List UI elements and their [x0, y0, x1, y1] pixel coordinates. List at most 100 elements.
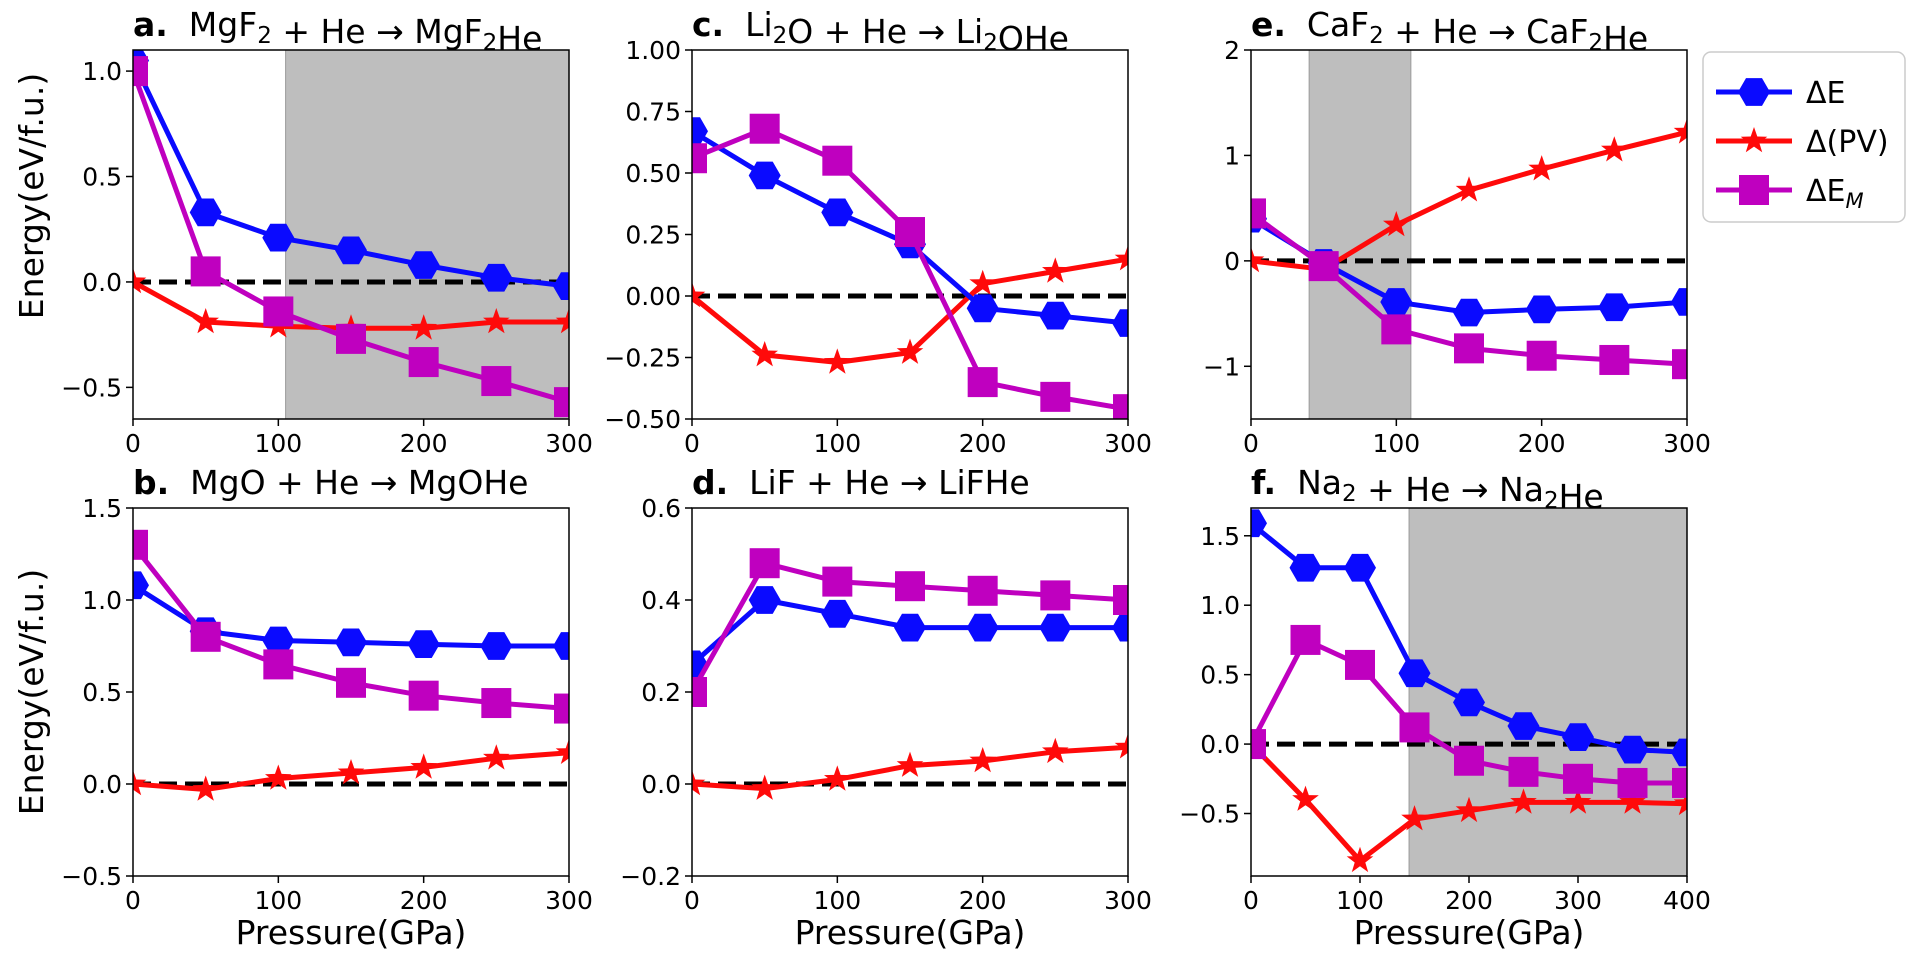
legend: ΔE Δ(PV) ΔEM: [1702, 51, 1906, 223]
title-segment: Li: [745, 5, 773, 44]
data-point-dE: [407, 251, 440, 279]
shaded-region: [1308, 49, 1412, 420]
x-axis-label-right: Pressure(GPa): [1354, 913, 1585, 952]
data-point-dE: [335, 628, 367, 657]
legend-label: ΔE: [1806, 76, 1845, 111]
data-point-dE: [821, 599, 854, 628]
x-tick-label: 0: [1243, 886, 1259, 915]
x-tick-label: 100: [813, 886, 861, 915]
data-point-dPV: [751, 341, 778, 367]
y-tick-label: −0.5: [1179, 800, 1240, 829]
panel-letter: d.: [692, 463, 728, 502]
y-tick-label: −0.5: [61, 862, 122, 891]
subscript: 2: [1369, 23, 1384, 49]
data-point-dEM: [1399, 712, 1430, 743]
data-point-dPV: [1251, 246, 1265, 273]
x-tick-label: 0: [684, 429, 700, 458]
y-tick-label: 0.5: [82, 678, 122, 707]
subscript: 2: [483, 30, 498, 56]
data-point-dE: [966, 294, 999, 323]
y-axis-label-bottom: Energy(eV/f.u.): [12, 569, 51, 815]
x-tick-label: 200: [959, 886, 1007, 915]
data-point-dEM: [1040, 381, 1071, 412]
y-tick-label: −0.5: [61, 373, 122, 402]
panel-title: d. LiF + He → LiFHe: [692, 463, 1030, 502]
panel-a: 0 100 200 300−0.50.00.51.0a. MgF2 + He → Mg…: [61, 5, 593, 458]
data-point-dEM: [1599, 344, 1630, 375]
x-tick-label: 100: [1372, 429, 1420, 458]
legend-label-sub: M: [1845, 189, 1863, 213]
data-point-dE: [553, 272, 569, 300]
data-point-dEM: [408, 347, 439, 378]
data-point-dEM: [692, 143, 707, 174]
y-tick-label: 1.0: [1200, 591, 1240, 620]
data-point-dPV: [751, 774, 778, 800]
x-tick-label: 300: [1104, 886, 1152, 915]
y-tick-label: 0: [1224, 247, 1240, 276]
data-point-dPV: [896, 338, 924, 364]
data-point-dPV: [1619, 788, 1646, 814]
data-point-dPV: [410, 753, 437, 779]
x-tick-label: 300: [1104, 429, 1152, 458]
plot-area: [1251, 509, 1687, 873]
data-point-dPV: [265, 764, 292, 790]
y-tick-label: 2: [1224, 36, 1240, 65]
x-axis-label-left: Pressure(GPa): [236, 913, 467, 952]
x-tick-label: 100: [254, 886, 302, 915]
data-point-dEM: [336, 323, 366, 354]
y-tick-label: −0.25: [604, 344, 681, 373]
data-point-dPV: [192, 308, 219, 334]
plot-frame: [1250, 49, 1688, 420]
data-point-dPV: [133, 267, 147, 294]
data-point-dE: [1616, 735, 1649, 764]
panel-letter: a.: [133, 5, 168, 44]
y-tick-label: 0.0: [641, 770, 681, 799]
panel-c: 0 100 200 300 −0.50 −0.25 0.00 0.25 0.50 0.75 1.00…: [604, 5, 1151, 458]
data-point-dEM: [749, 113, 780, 144]
title-segment: MgO + He → MgOHe: [190, 463, 528, 502]
data-point-dE: [1289, 553, 1322, 582]
data-point-dPV: [692, 770, 706, 796]
data-point-dE: [748, 586, 781, 614]
panel-title: b. MgO + He → MgOHe: [133, 463, 528, 502]
subscript: 2: [257, 23, 272, 49]
panels: 0 100 200 300−0.50.00.51.0a. MgF2 + He → Mg…: [61, 5, 1711, 915]
data-point-dEM: [1113, 394, 1128, 419]
panel-f: 0 100 200 300 400−0.50.00.51.01.5f. Na2 + He…: [1179, 463, 1711, 915]
y-tick-label: 0.4: [641, 586, 681, 615]
legend-item-dPV: Δ(PV): [1716, 125, 1889, 160]
data-point-dPV: [555, 738, 569, 764]
data-point-dPV: [1601, 136, 1628, 162]
data-point-dE: [821, 198, 854, 227]
data-point-dE: [1562, 723, 1594, 751]
data-point-dE: [1344, 553, 1376, 582]
panel-title-gap: [1286, 5, 1307, 44]
y-tick-label: 0.0: [82, 268, 122, 297]
data-point-dE: [692, 117, 708, 145]
data-point-dE: [1398, 659, 1431, 688]
data-point-dPV: [1528, 155, 1555, 181]
legend-item-dEM: ΔEM: [1716, 174, 1864, 213]
panel-title: f. Na2 + He → Na2He: [1251, 463, 1604, 516]
plot-area: [133, 529, 569, 801]
data-point-dEM: [895, 571, 925, 602]
data-point-dEM: [263, 649, 294, 680]
data-point-dPV: [1114, 245, 1128, 271]
y-axis-labels: Energy(eV/f.u.) Energy(eV/f.u.): [12, 73, 51, 815]
data-point-dE: [335, 236, 367, 265]
data-point-dPV: [1114, 733, 1128, 759]
data-point-dPV: [824, 348, 851, 374]
plot-area: [692, 548, 1128, 800]
panel-title-gap: [169, 463, 190, 502]
data-point-dPV: [1042, 737, 1069, 764]
data-point-dE: [1112, 309, 1128, 337]
x-tick-label: 400: [1663, 886, 1711, 915]
data-point-dEM: [1290, 624, 1321, 655]
data-point-dEM: [133, 56, 148, 87]
y-tick-label: 1.00: [625, 36, 681, 65]
data-point-dEM: [133, 529, 148, 560]
data-point-dEM: [895, 217, 925, 248]
data-point-dPV: [555, 308, 569, 334]
